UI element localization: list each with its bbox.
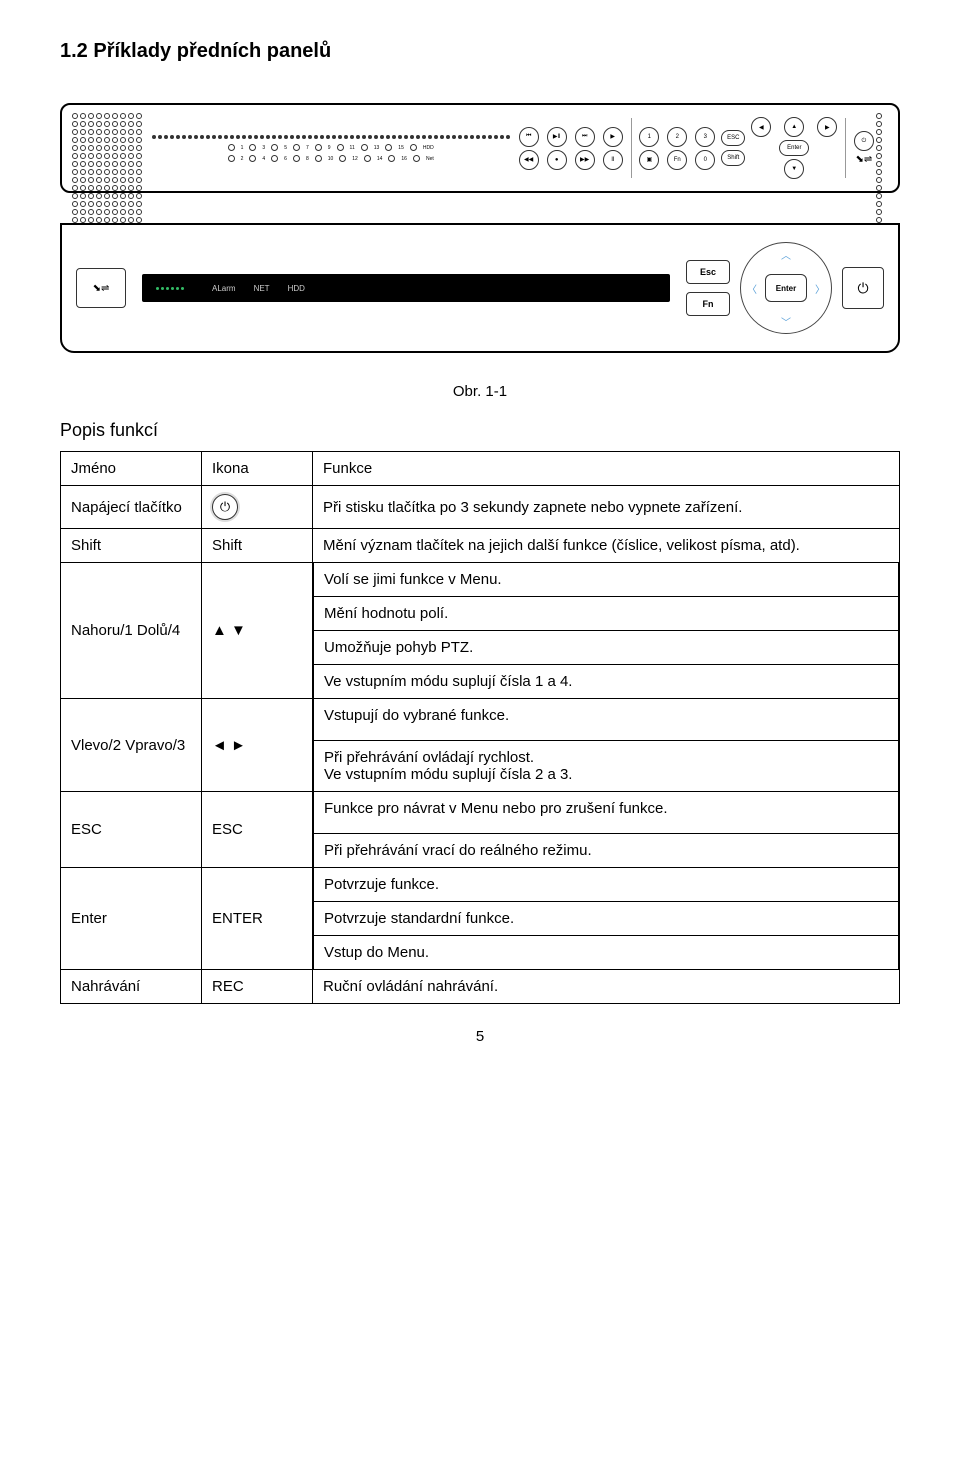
display-label-hdd: HDD (288, 284, 305, 293)
row-icon: REC (202, 970, 313, 1004)
row-icon: ⏻ (202, 486, 313, 529)
row-func: Při přehrávání ovládají rychlost. Ve vst… (314, 741, 899, 792)
nav-cluster: ◀ ▲Enter▼ ▶ (749, 117, 839, 179)
row-icon: Shift (202, 529, 313, 563)
row-icon: ◄ ► (202, 699, 313, 792)
display-strip: ALarm NET HDD (142, 274, 670, 302)
chevron-down-icon: ﹀ (781, 314, 791, 329)
chevron-left-icon: 〈 (747, 281, 757, 296)
power-button[interactable]: ⏻ (842, 267, 884, 309)
row-name: Shift (61, 529, 202, 563)
enter-button[interactable]: Enter (765, 274, 807, 302)
row-func: Volí se jimi funkce v Menu. (314, 563, 899, 597)
chevron-right-icon: 〉 (815, 281, 825, 296)
row-icon: ENTER (202, 868, 313, 970)
row-name: Nahoru/1 Dolů/4 (61, 563, 202, 699)
row-func: Ve vstupním módu suplují čísla 1 a 4. (314, 665, 899, 699)
figure-caption: Obr. 1-1 (60, 383, 900, 400)
table-row: Enter ENTER Potvrzuje funkce. Potvrzuje … (61, 868, 900, 970)
row-func: Potvrzuje standardní funkce. (314, 902, 899, 936)
table-row: Shift Shift Mění význam tlačítek na jeji… (61, 529, 900, 563)
function-table: Jméno Ikona Funkce Napájecí tlačítko ⏻ P… (60, 451, 900, 1004)
row-func: Mění význam tlačítek na jejich další fun… (313, 529, 900, 563)
dpad[interactable]: ︿ ﹀ 〈 〉 Enter (740, 242, 832, 334)
row-icon: ESC (202, 792, 313, 868)
col-header-icon: Ikona (202, 452, 313, 486)
row-func: Při přehrávání vrací do reálného režimu. (314, 834, 899, 868)
row-func: Vstupují do vybrané funkce. (314, 699, 899, 741)
front-panel-illustration-2: ⬊⇌ ALarm NET HDD Esc Fn ︿ ﹀ 〈 〉 Enter ⏻ (60, 223, 900, 353)
front-panel-illustration-1: 13579111315HDD 246810121416Net ⏮◀◀ ▶Ⅱ● ⏭… (60, 103, 900, 193)
usb-port-icon: ⬊⇌ (76, 268, 126, 308)
power-icon: ⏻ (212, 494, 238, 520)
row-func: Ruční ovládání nahrávání. (313, 970, 900, 1004)
row-name: Vlevo/2 Vpravo/3 (61, 699, 202, 792)
row-func: Mění hodnotu polí. (314, 597, 899, 631)
status-led-block: 13579111315HDD 246810121416Net (145, 134, 517, 162)
row-func: Potvrzuje funkce. (314, 868, 899, 902)
row-func: Funkce pro návrat v Menu nebo pro zrušen… (314, 792, 899, 834)
table-row: ESC ESC Funkce pro návrat v Menu nebo pr… (61, 792, 900, 868)
playback-buttons: ⏮◀◀ ▶Ⅱ● ⏭▶▶ ▶Ⅱ (517, 127, 625, 170)
table-row: Vlevo/2 Vpravo/3 ◄ ► Vstupují do vybrané… (61, 699, 900, 792)
row-func: Při stisku tlačítka po 3 sekundy zapnete… (313, 486, 900, 529)
table-row: Napájecí tlačítko ⏻ Při stisku tlačítka … (61, 486, 900, 529)
page-number: 5 (60, 1028, 900, 1045)
row-name: Napájecí tlačítko (61, 486, 202, 529)
row-icon: ▲ ▼ (202, 563, 313, 699)
row-name: Nahrávání (61, 970, 202, 1004)
col-header-name: Jméno (61, 452, 202, 486)
table-row: Nahrávání REC Ruční ovládání nahrávání. (61, 970, 900, 1004)
row-name: ESC (61, 792, 202, 868)
esc-shift-col: ESC Shift (721, 130, 745, 166)
vent-right (876, 113, 888, 183)
power-usb-col: ⏻ ⬊⇌ (854, 131, 874, 165)
numeric-cluster: 1▣ 2Fn 30 (637, 127, 717, 170)
row-func: Umožňuje pohyb PTZ. (314, 631, 899, 665)
esc-button[interactable]: Esc (686, 260, 730, 284)
col-header-func: Funkce (313, 452, 900, 486)
row-name: Enter (61, 868, 202, 970)
section-label: Popis funkcí (60, 420, 900, 441)
fn-button[interactable]: Fn (686, 292, 730, 316)
display-label-alarm: ALarm (212, 284, 236, 293)
table-row: Nahoru/1 Dolů/4 ▲ ▼ Volí se jimi funkce … (61, 563, 900, 699)
vent-left (72, 113, 145, 183)
display-label-net: NET (254, 284, 270, 293)
row-func: Vstup do Menu. (314, 936, 899, 970)
page-heading: 1.2 Příklady předních panelů (60, 40, 900, 63)
chevron-up-icon: ︿ (781, 247, 791, 262)
